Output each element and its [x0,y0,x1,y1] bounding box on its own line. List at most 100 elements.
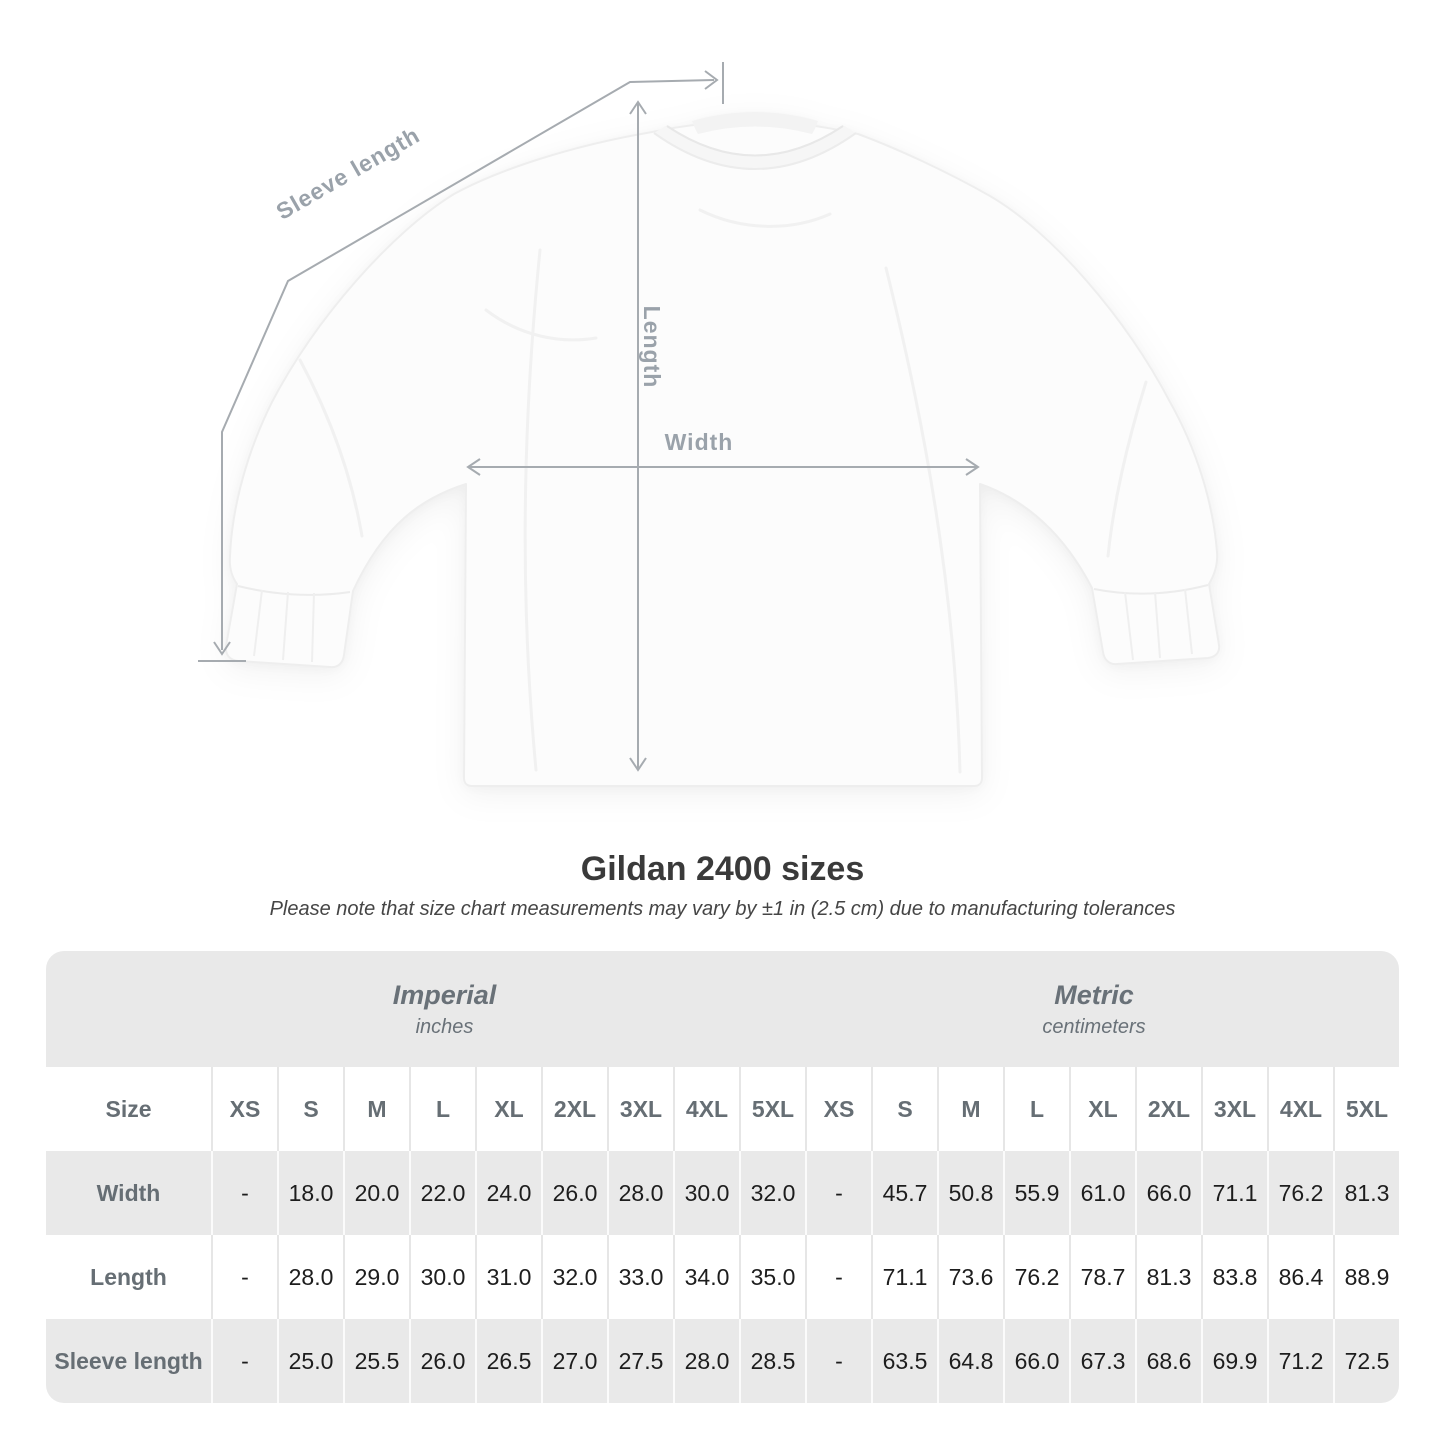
size-col-metric-xl: XL [1069,1067,1135,1151]
row-label-sleeve-length: Sleeve length [54,1347,203,1374]
width-metric-s: 45.7 [871,1151,937,1235]
front-collar-band [654,125,856,169]
length-imperial-s: 28.0 [277,1235,343,1319]
size-col-metric-m: M [937,1067,1003,1151]
width-metric-2xl: 66.0 [1135,1151,1201,1235]
row-label-width: Width [96,1179,161,1206]
page-title: Gildan 2400 sizes [580,850,865,888]
width-imperial-s: 18.0 [277,1151,343,1235]
size-col-imperial-l: L [409,1067,475,1151]
length-metric-xl: 78.7 [1069,1235,1135,1319]
size-table: Imperial inches Metric centimeters Size X… [46,951,1399,1403]
length-imperial-4xl: 34.0 [673,1235,739,1319]
sleeve-length-metric-5xl: 72.5 [1333,1319,1399,1403]
length-imperial-3xl: 33.0 [607,1235,673,1319]
width-metric-m: 50.8 [937,1151,1003,1235]
sleeve-length-metric-4xl: 71.2 [1267,1319,1333,1403]
width-metric-l: 55.9 [1003,1151,1069,1235]
sleeve-arrow-down [213,641,231,656]
sleeve-length-metric-2xl: 68.6 [1135,1319,1201,1403]
width-metric-xs: - [805,1151,871,1235]
sleeve-length-metric-m: 64.8 [937,1319,1003,1403]
size-table-body: Size XS S M L XL 2XL 3XL 4XL 5XL XS S M L XL 2XL 3XL 4XL 5… [46,1067,1399,1403]
width-imperial-l: 22.0 [409,1151,475,1235]
size-col-imperial-xs: XS [211,1067,277,1151]
size-col-imperial-s: S [277,1067,343,1151]
sleeve-length-metric-xs: - [805,1319,871,1403]
length-label: Length [639,306,665,389]
width-metric-4xl: 76.2 [1267,1151,1333,1235]
size-col-imperial-2xl: 2XL [541,1067,607,1151]
size-col-imperial-4xl: 4XL [673,1067,739,1151]
size-col-imperial-m: M [343,1067,409,1151]
width-imperial-3xl: 28.0 [607,1151,673,1235]
sleeve-length-imperial-l: 26.0 [409,1319,475,1403]
length-imperial-m: 29.0 [343,1235,409,1319]
size-col-metric-3xl: 3XL [1201,1067,1267,1151]
sleeve-length-metric-xl: 67.3 [1069,1319,1135,1403]
width-imperial-m: 20.0 [343,1151,409,1235]
size-col-metric-5xl: 5XL [1333,1067,1399,1151]
size-col-metric-s: S [871,1067,937,1151]
width-imperial-2xl: 26.0 [541,1151,607,1235]
width-arrow-left [466,458,481,476]
width-imperial-5xl: 32.0 [739,1151,805,1235]
width-imperial-xl: 24.0 [475,1151,541,1235]
width-arrow-right [965,458,980,476]
width-metric-xl: 61.0 [1069,1151,1135,1235]
row-label-length: Length [90,1263,167,1290]
sleeve-arrow-right [704,70,719,90]
imperial-header: Imperial inches [46,951,805,1067]
left-cuff-seam [237,585,351,596]
size-col-imperial-xl: XL [475,1067,541,1151]
sleeve-length-metric-l: 66.0 [1003,1319,1069,1403]
sleeve-length-metric-s: 63.5 [871,1319,937,1403]
width-metric-3xl: 71.1 [1201,1151,1267,1235]
measurement-row-width: Width -18.0 20.0 22.0 24.0 26.0 28.0 30.0 32.0-4… [46,1151,1399,1235]
length-imperial-xs: - [211,1235,277,1319]
width-imperial-xs: - [211,1151,277,1235]
size-col-imperial-3xl: 3XL [607,1067,673,1151]
length-metric-2xl: 81.3 [1135,1235,1201,1319]
measurement-row-length: Length -28.0 29.0 30.0 31.0 32.0 33.0 34.0 35.0-… [46,1235,1399,1319]
length-metric-3xl: 83.8 [1201,1235,1267,1319]
metric-label: Metric [1054,979,1134,1010]
width-label: Width [665,429,734,455]
collar-outer-seam [653,132,857,170]
sleeve-length-imperial-s: 25.0 [277,1319,343,1403]
length-metric-l: 76.2 [1003,1235,1069,1319]
sleeve-length-imperial-xl: 26.5 [475,1319,541,1403]
sleeve-length-imperial-xs: - [211,1319,277,1403]
sleeve-length-imperial-4xl: 28.0 [673,1319,739,1403]
size-col-metric-2xl: 2XL [1135,1067,1201,1151]
sleeve-length-imperial-m: 25.5 [343,1319,409,1403]
sleeve-length-imperial-5xl: 28.5 [739,1319,805,1403]
length-imperial-2xl: 32.0 [541,1235,607,1319]
shirt-illustration [224,112,1221,787]
length-metric-s: 71.1 [871,1235,937,1319]
length-imperial-l: 30.0 [409,1235,475,1319]
length-metric-5xl: 88.9 [1333,1235,1399,1319]
back-collar [692,112,818,134]
unit-header-band: Imperial inches Metric centimeters [46,951,1399,1067]
length-metric-4xl: 86.4 [1267,1235,1333,1319]
right-cuff-seam [1093,584,1209,595]
size-col-metric-l: L [1003,1067,1069,1151]
sleeve-length-imperial-2xl: 27.0 [541,1319,607,1403]
fabric-creases [298,208,1148,774]
length-arrow-up [629,100,647,115]
length-imperial-5xl: 35.0 [739,1235,805,1319]
tolerance-note: Please note that size chart measurements… [269,898,1176,920]
shirt-diagram-svg: Width Length Sleeve length [198,62,1221,787]
length-metric-m: 73.6 [937,1235,1003,1319]
size-row-label: Size [105,1095,152,1122]
sleeve-length-label: Sleeve length [272,121,425,224]
metric-sublabel: centimeters [1042,1015,1146,1038]
sleeve-length-metric-3xl: 69.9 [1201,1319,1267,1403]
metric-header: Metric centimeters [805,951,1399,1067]
sleeve-measure-line [221,79,715,650]
shirt-measurement-diagram: Width Length Sleeve length [198,62,1221,787]
imperial-label: Imperial [392,979,497,1010]
measurement-row-sleeve-length: Sleeve length -25.0 25.5 26.0 26.5 27.0 27.5 28… [46,1319,1399,1403]
sleeve-length-imperial-3xl: 27.5 [607,1319,673,1403]
